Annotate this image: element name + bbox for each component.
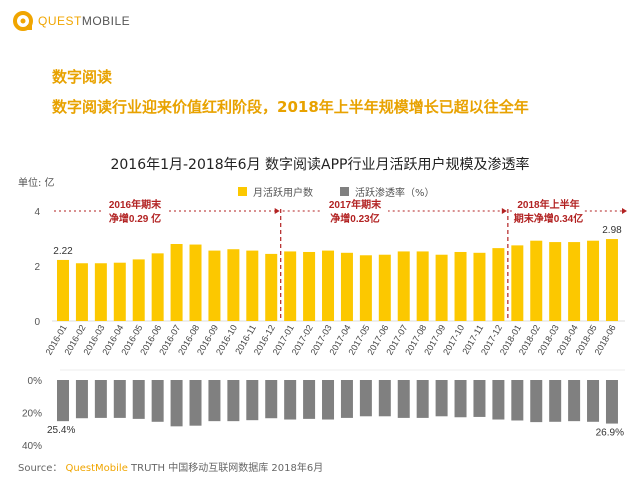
mau-bar (170, 244, 183, 321)
mau-bar (492, 248, 505, 321)
annotation-line1: 2018年上半年 (517, 198, 579, 211)
penetration-bar (587, 380, 600, 422)
annotation-line1: 2017年期末 (329, 198, 382, 211)
mau-bar (113, 262, 126, 321)
penetration-bar (378, 380, 391, 417)
unit-label: 单位: 亿 (18, 178, 55, 189)
annotation-bg (514, 197, 583, 227)
penetration-bar (284, 380, 297, 420)
penetration-bar (322, 380, 335, 420)
y-tick-label: 2 (34, 262, 40, 273)
legend-penetration: 活跃渗透率（%） (340, 184, 435, 199)
mau-bar (151, 253, 164, 321)
penetration-bar (265, 380, 278, 419)
mau-bar (189, 244, 202, 321)
penetration-bar (170, 380, 183, 427)
y-tick-label: 40% (22, 441, 42, 452)
mau-bar (284, 251, 297, 321)
annotation-line1: 2016年期末 (109, 198, 162, 211)
legend-mau: 月活跃用户数 (238, 184, 313, 199)
annotation-bg (322, 197, 388, 227)
y-tick-label: 0% (28, 376, 43, 387)
mau-bar (435, 254, 448, 321)
penetration-bar (549, 380, 562, 422)
mau-bar (340, 252, 353, 321)
arrow-head-icon (622, 208, 627, 214)
y-tick-label: 20% (22, 408, 42, 419)
penetration-bar (359, 380, 372, 417)
mau-bar (473, 252, 486, 321)
penetration-bar (492, 380, 505, 420)
arrow-head-icon (274, 208, 280, 214)
penetration-bar (435, 380, 448, 417)
penetration-bar (303, 380, 316, 419)
mau-bar (511, 245, 524, 321)
mau-bar (265, 253, 278, 321)
penetration-bar (454, 380, 467, 418)
penetration-bar (416, 380, 429, 418)
arrow-head-icon (501, 208, 507, 214)
annotation-line2: 期末净增0.34亿 (514, 212, 583, 225)
penetration-bar (208, 380, 221, 422)
penetration-bar (246, 380, 259, 421)
mau-bar (359, 255, 372, 321)
penetration-bar (113, 380, 126, 418)
mau-bar (454, 251, 467, 321)
penetration-bar (94, 380, 107, 418)
penetration-bar (340, 380, 353, 418)
mau-bar (322, 250, 335, 321)
mau-bar (208, 250, 221, 321)
mau-bar (227, 249, 240, 321)
mau-bar (416, 251, 429, 321)
penetration-bar (511, 380, 524, 421)
page-subtitle: 数字阅读行业迎来价值红利阶段，2018年上半年规模增长已超以往全年 (52, 98, 529, 116)
logo-text: QUESTMOBILE (38, 14, 131, 28)
penetration-bar (227, 380, 240, 422)
mau-bar (605, 239, 618, 321)
annotation-line2: 净增0.23亿 (330, 212, 379, 225)
penetration-bar (75, 380, 88, 419)
annotation-bg (102, 197, 168, 227)
source-note: Source： QuestMobile TRUTH 中国移动互联网数据库 201… (18, 463, 324, 474)
mau-bar (568, 242, 581, 321)
penetration-bar (568, 380, 581, 422)
mau-bar (94, 263, 107, 321)
chart-title: 2016年1月-2018年6月 数字阅读APP行业月活跃用户规模及渗透率 (110, 157, 530, 173)
y-tick-label: 4 (34, 207, 40, 218)
data-label-last: 26.9% (596, 428, 624, 439)
penetration-bar (530, 380, 543, 423)
mau-bar (378, 254, 391, 321)
penetration-bar (473, 380, 486, 417)
mau-bar (75, 263, 88, 321)
penetration-bar (397, 380, 410, 418)
data-label-last: 2.98 (602, 225, 622, 236)
data-label-first: 2.22 (53, 246, 73, 257)
section-title: 数字阅读 (52, 68, 113, 86)
legend-swatch (238, 187, 247, 196)
questmobile-logo-icon (13, 11, 33, 31)
mau-bar (587, 240, 600, 321)
penetration-bar (605, 380, 618, 424)
legend-swatch (340, 187, 349, 196)
annotation-line2: 净增0.29 亿 (109, 212, 161, 225)
penetration-bar (151, 380, 164, 422)
mau-bar (132, 259, 145, 321)
mau-bar (397, 251, 410, 321)
penetration-bar (189, 380, 202, 426)
penetration-bar (132, 380, 145, 419)
mau-bar (303, 251, 316, 321)
penetration-bar (57, 380, 69, 422)
data-label-first: 25.4% (47, 425, 75, 436)
mau-bar (530, 240, 543, 321)
mau-bar (246, 250, 259, 321)
mau-bar (549, 242, 562, 321)
mau-bar (57, 259, 69, 321)
y-tick-label: 0 (34, 317, 40, 328)
